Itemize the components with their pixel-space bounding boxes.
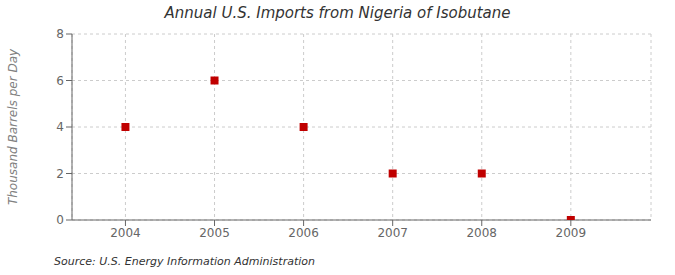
svg-text:0: 0 xyxy=(56,213,64,227)
html-text:Source: U.S. Energy Informatio: Source: U.S. Energy Information Administ… xyxy=(54,255,315,268)
svg-text:8: 8 xyxy=(56,27,64,41)
svg-text:2004: 2004 xyxy=(110,226,141,240)
svg-text:2008: 2008 xyxy=(466,226,497,240)
html-text:Annual U.S. Imports from Niger: Annual U.S. Imports from Nigeria of Isob… xyxy=(164,4,511,22)
svg-text:6: 6 xyxy=(56,74,64,88)
svg-text:Thousand Barrels per Day: Thousand Barrels per Day xyxy=(8,48,20,205)
svg-text:4: 4 xyxy=(56,120,64,134)
svg-text:2009: 2009 xyxy=(556,226,587,240)
svg-text:2006: 2006 xyxy=(288,226,319,240)
svg-text:2007: 2007 xyxy=(377,226,408,240)
svg-text:2: 2 xyxy=(56,167,64,181)
svg-text:2005: 2005 xyxy=(199,226,230,240)
